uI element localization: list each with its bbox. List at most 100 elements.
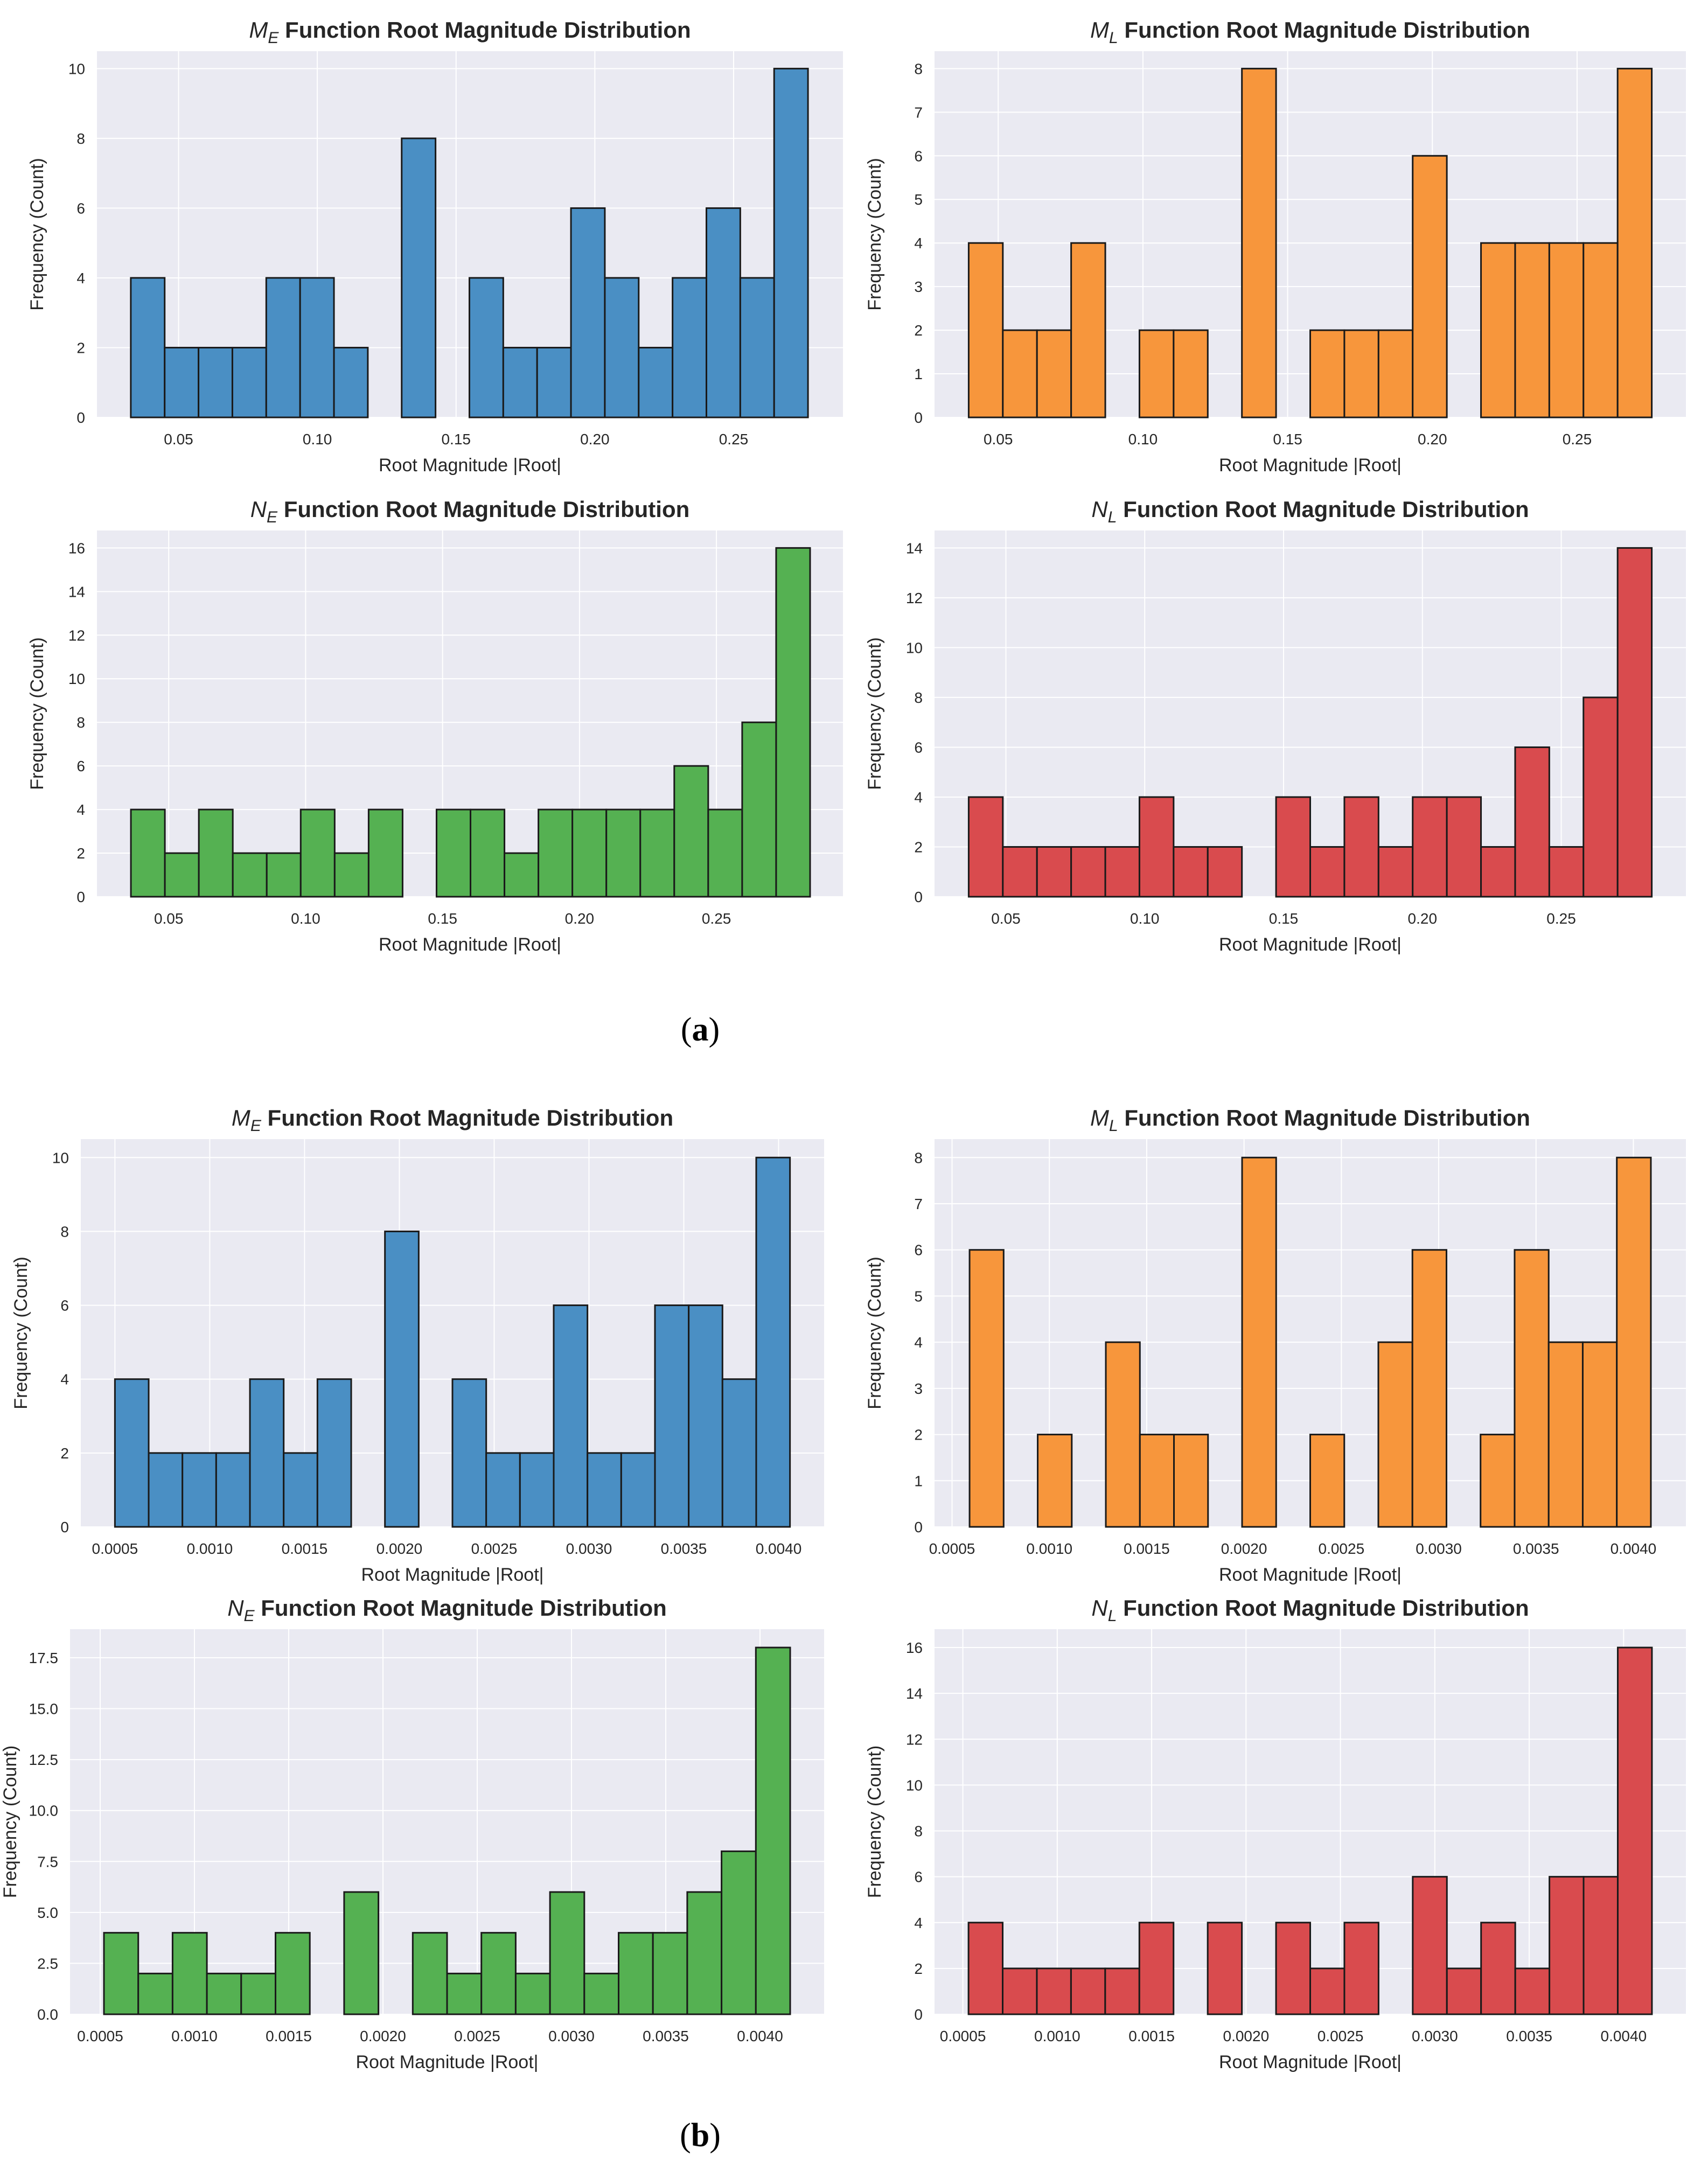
histogram-bar (114, 1378, 150, 1528)
y-tick-label: 2 (914, 1960, 923, 1977)
histogram-bar (620, 1452, 656, 1528)
y-tick-label: 3 (914, 278, 923, 295)
histogram-bar (1036, 1967, 1072, 2015)
histogram-bar (275, 1932, 311, 2015)
histogram-bar (206, 1972, 242, 2015)
histogram-bar (604, 277, 640, 418)
histogram-bar (215, 1452, 251, 1528)
histogram-bar (571, 808, 608, 898)
x-tick-label: 0.15 (1269, 910, 1299, 927)
y-tick-label: 6 (914, 739, 923, 756)
histogram-bar (1582, 696, 1619, 898)
histogram-bar (1207, 1922, 1243, 2015)
histogram-bar (1514, 1967, 1551, 2015)
histogram-bar (1581, 1341, 1618, 1528)
histogram-bar (1173, 846, 1209, 898)
y-tick-label: 0 (914, 1519, 923, 1535)
y-tick-label: 7 (914, 104, 923, 121)
y-tick-label: 0 (76, 409, 85, 426)
histogram-bar (367, 808, 403, 898)
y-tick-label: 10.0 (29, 1803, 59, 1819)
chart-title: ME Function Root Magnitude Distribution (232, 1105, 673, 1135)
histogram-bar (739, 277, 775, 418)
y-tick-label: 12 (906, 590, 923, 606)
y-tick-label: 4 (914, 1334, 923, 1351)
y-tick-label: 2 (60, 1445, 69, 1462)
y-tick-label: 1 (914, 1472, 923, 1489)
x-tick-label: 0.0025 (1317, 2028, 1364, 2044)
x-tick-label: 0.15 (441, 431, 471, 448)
histogram-bar (1582, 1876, 1619, 2015)
histogram-bar (1070, 242, 1106, 418)
y-tick-label: 8 (914, 689, 923, 706)
histogram-bar (1549, 1876, 1585, 2015)
chart-title: NL Function Root Magnitude Distribution (1091, 497, 1529, 526)
histogram-bar (343, 1891, 380, 2015)
histogram-bar (1616, 1646, 1653, 2015)
y-tick-label: 6 (60, 1297, 69, 1314)
y-tick-label: 5 (914, 191, 923, 208)
y-tick-label: 10 (906, 639, 923, 656)
histogram-bar (266, 852, 302, 898)
histogram-bar (1241, 1156, 1277, 1528)
histogram-bar (265, 277, 301, 418)
histogram-bar (605, 808, 642, 898)
y-tick-label: 8 (914, 1149, 923, 1166)
histogram-bar (705, 207, 741, 418)
histogram-bar (1036, 846, 1072, 898)
histogram-bar (721, 1850, 757, 2015)
y-axis-label: Frequency (Count) (865, 158, 885, 310)
x-tick-label: 0.0015 (1124, 1540, 1170, 1557)
y-tick-label: 16 (68, 540, 85, 556)
y-tick-label: 4 (60, 1371, 69, 1388)
histogram-bar (1275, 1922, 1312, 2015)
histogram-bar (1138, 1922, 1175, 2015)
histogram-bar (103, 1932, 140, 2015)
histogram-bar (755, 1646, 791, 2015)
histogram-bar (1412, 155, 1448, 418)
x-tick-label: 0.0020 (360, 2028, 406, 2044)
x-tick-label: 0.0005 (92, 1540, 138, 1557)
histogram-bar (1616, 1156, 1652, 1528)
x-tick-label: 0.05 (984, 431, 1013, 448)
histogram-b2: 0 1 2 3 4 5 6 7 8 0.0005 0.0010 0.0015 0.0020 0.0025 0… (865, 1105, 1686, 1585)
x-tick-label: 0.0040 (756, 1540, 802, 1557)
caption-b: (b) (680, 2117, 721, 2154)
histogram-bar (1309, 329, 1346, 418)
x-tick-label: 0.0030 (548, 2028, 595, 2044)
y-tick-label: 14 (906, 540, 923, 556)
y-tick-label: 10 (68, 60, 85, 77)
histogram-bar (1036, 329, 1072, 418)
histogram-bar (1377, 1341, 1413, 1528)
y-tick-label: 8 (76, 130, 85, 147)
histogram-bar (249, 1378, 285, 1528)
y-tick-label: 14 (68, 583, 85, 600)
histogram-bar (198, 808, 234, 898)
y-tick-label: 2 (914, 322, 923, 339)
y-tick-label: 8 (60, 1223, 69, 1240)
histogram-bar (1412, 1876, 1448, 2015)
histogram-bar (485, 1452, 521, 1528)
y-tick-label: 0 (914, 409, 923, 426)
y-tick-label: 12 (68, 627, 85, 644)
histogram-bar (1582, 242, 1619, 418)
histogram-bar (549, 1891, 585, 2015)
histogram-bar (299, 808, 336, 898)
histogram-bar (570, 207, 606, 418)
x-tick-label: 0.0010 (187, 1540, 233, 1557)
histogram-bar (1514, 1249, 1550, 1528)
histogram-a1: 0 2 4 6 8 10 0.05 0.10 0.15 0.20 0.25 ME Function R… (27, 17, 843, 476)
x-tick-label: 0.0035 (661, 1540, 707, 1557)
x-tick-label: 0.15 (1273, 431, 1302, 448)
histogram-bar (1002, 1967, 1038, 2015)
x-tick-label: 0.0040 (1601, 2028, 1647, 2044)
x-tick-label: 0.25 (1546, 910, 1576, 927)
histogram-bar (672, 277, 707, 418)
histogram-bar (480, 1932, 517, 2015)
histogram-bar (673, 765, 709, 898)
histogram-bar (1070, 1967, 1106, 2015)
x-tick-label: 0.0020 (377, 1540, 423, 1557)
caption-a: (a) (681, 1011, 720, 1048)
histogram-bar (639, 808, 675, 898)
